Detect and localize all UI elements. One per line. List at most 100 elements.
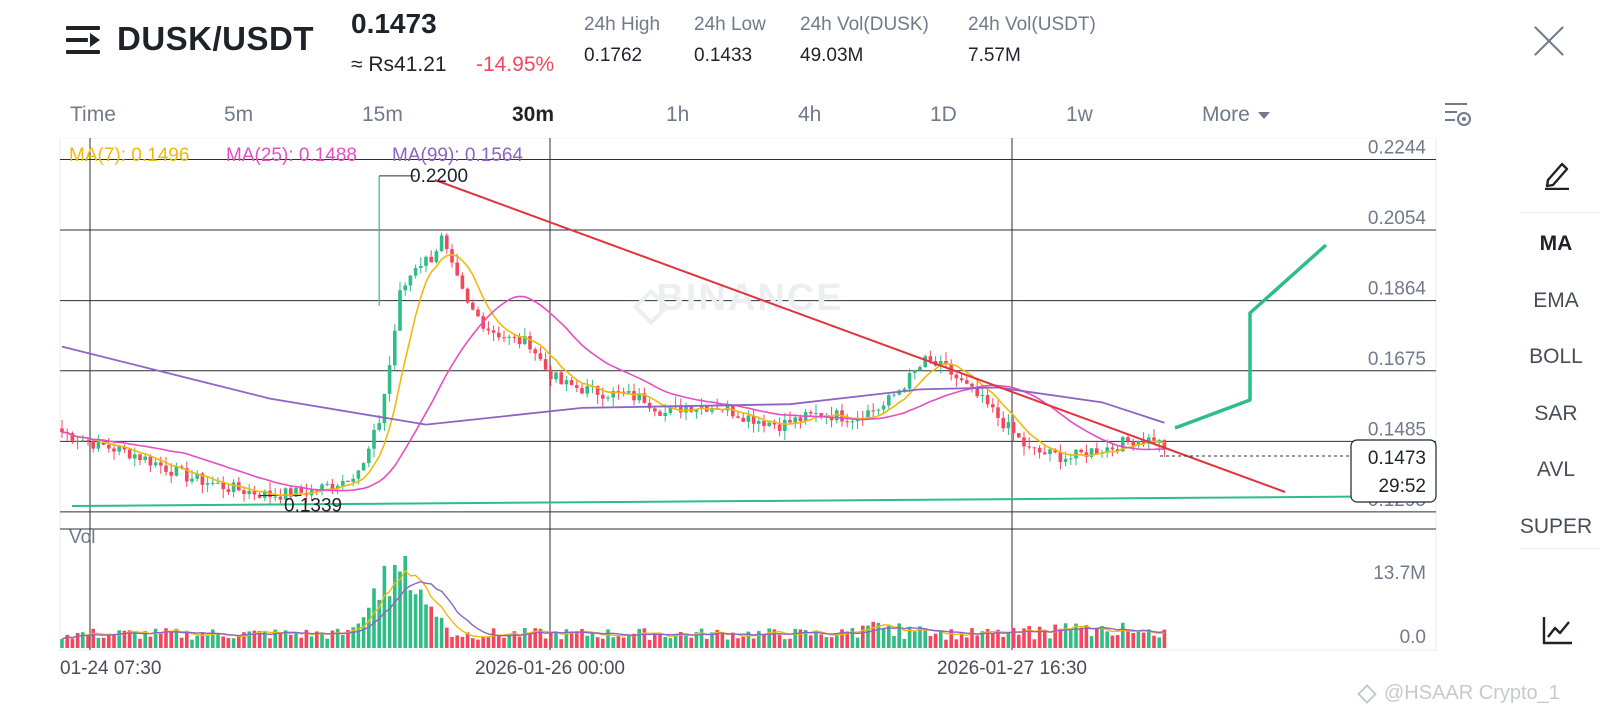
- price-change: -14.95%: [476, 53, 555, 76]
- tab-time[interactable]: Time: [70, 103, 116, 126]
- volume-bar: [70, 638, 75, 648]
- pencil-icon[interactable]: [1542, 158, 1572, 190]
- volume-bar: [1115, 635, 1120, 648]
- volume-bar: [975, 635, 979, 648]
- tab-1h[interactable]: 1h: [666, 103, 690, 126]
- chart-settings-icon[interactable]: [1443, 101, 1473, 129]
- candle-body: [278, 496, 283, 500]
- candlestick-chart[interactable]: BINANCE 0.2244 0.2054 0.1864 0.1675 0.1485 0.…: [0, 138, 1450, 688]
- time-axis-label: 2026-01-27 16:30: [937, 658, 1087, 679]
- candle-body: [928, 356, 933, 362]
- volume-bar: [1141, 632, 1146, 648]
- candle-body: [60, 428, 64, 433]
- volume-bar: [829, 637, 834, 648]
- candle-body: [434, 251, 439, 263]
- volume-bar: [861, 625, 865, 648]
- indicator-boll[interactable]: BOLL: [1529, 345, 1583, 368]
- candle-body: [299, 487, 303, 493]
- tab-30m[interactable]: 30m: [512, 103, 555, 126]
- candle-body: [1110, 447, 1115, 450]
- volume-bar: [564, 629, 569, 648]
- candle-body: [684, 406, 688, 413]
- candle-body: [1069, 458, 1073, 460]
- candle-body: [1022, 437, 1026, 447]
- price-axis-label: 0.2054: [1368, 208, 1427, 229]
- pair-title[interactable]: DUSK/USDT: [117, 20, 315, 57]
- candle-body: [330, 483, 335, 489]
- volume-bar: [507, 634, 511, 648]
- volume-bar: [897, 623, 901, 648]
- tab-1d[interactable]: 1D: [930, 103, 957, 126]
- candle-body: [549, 369, 553, 380]
- candle-body: [783, 419, 787, 431]
- indicator-sar[interactable]: SAR: [1534, 402, 1578, 425]
- ma25-line: [61, 295, 1165, 492]
- candle-body: [746, 415, 751, 422]
- volume-bar: [512, 631, 517, 648]
- candle-body: [580, 387, 584, 394]
- volume-bar: [606, 629, 610, 648]
- volume-bar: [408, 590, 413, 648]
- volume-bar: [1131, 633, 1135, 648]
- volume-bar: [434, 616, 439, 648]
- candle-body: [658, 411, 662, 416]
- candle-body: [985, 395, 990, 405]
- volume-bar: [231, 638, 236, 648]
- candle-body: [465, 288, 470, 303]
- binance-logo-watermark: [632, 288, 670, 326]
- close-icon[interactable]: [1532, 24, 1566, 58]
- caret-down-icon: [1257, 111, 1270, 119]
- volume-bar: [242, 632, 246, 648]
- volume-bar: [257, 631, 262, 648]
- projection-path: [1174, 243, 1328, 430]
- volume-bar: [554, 631, 558, 648]
- candle-body: [991, 404, 995, 408]
- candle-body: [185, 468, 189, 482]
- candle-body: [809, 412, 813, 414]
- tab-15m[interactable]: 15m: [362, 103, 403, 126]
- volume-bar: [268, 638, 272, 648]
- volume-bar: [1147, 629, 1151, 648]
- volume-bar: [377, 599, 381, 648]
- candle-body: [450, 249, 454, 263]
- tab-4h[interactable]: 4h: [798, 103, 822, 126]
- indicator-super[interactable]: SUPER: [1519, 515, 1593, 538]
- volume-bar: [710, 632, 714, 648]
- author-watermark: @HSAAR Crypto_1: [1357, 682, 1560, 705]
- tab-1w[interactable]: 1w: [1066, 103, 1093, 126]
- volume-bar: [1079, 627, 1083, 648]
- tab-5m[interactable]: 5m: [224, 103, 254, 126]
- volume-bar: [601, 638, 605, 648]
- volume-bar: [341, 635, 345, 648]
- candle-body: [627, 391, 631, 393]
- indicator-ma[interactable]: MA: [1539, 232, 1573, 255]
- stat-vol-usdt-label: 24h Vol(USDT): [968, 14, 1096, 35]
- candle-body: [507, 336, 511, 338]
- volume-bar: [346, 629, 350, 648]
- candle-body: [341, 480, 345, 486]
- candle-body: [663, 412, 667, 416]
- line-chart-icon[interactable]: [1542, 615, 1574, 645]
- volume-bar: [1027, 626, 1031, 648]
- candle-body: [517, 337, 522, 345]
- candle-body: [798, 417, 803, 422]
- indicator-ema[interactable]: EMA: [1533, 289, 1579, 312]
- candle-body: [944, 360, 948, 364]
- support-line: [71, 495, 1437, 507]
- volume-bar: [668, 638, 673, 648]
- volume-bar: [278, 633, 283, 648]
- candle-body: [211, 482, 215, 484]
- menu-icon[interactable]: [66, 24, 100, 56]
- volume-bar: [569, 631, 574, 648]
- candle-body: [1147, 437, 1151, 444]
- volume-bar: [465, 632, 470, 648]
- volume-bar: [959, 631, 964, 648]
- price-axis-label: 0.2244: [1368, 138, 1427, 159]
- indicator-avl[interactable]: AVL: [1536, 458, 1576, 481]
- volume-bar: [164, 628, 168, 648]
- candle-body: [679, 405, 683, 413]
- volume-bar: [372, 588, 376, 648]
- volume-bar: [684, 633, 688, 648]
- volume-bar: [720, 632, 725, 648]
- more-dropdown[interactable]: More: [1202, 103, 1270, 127]
